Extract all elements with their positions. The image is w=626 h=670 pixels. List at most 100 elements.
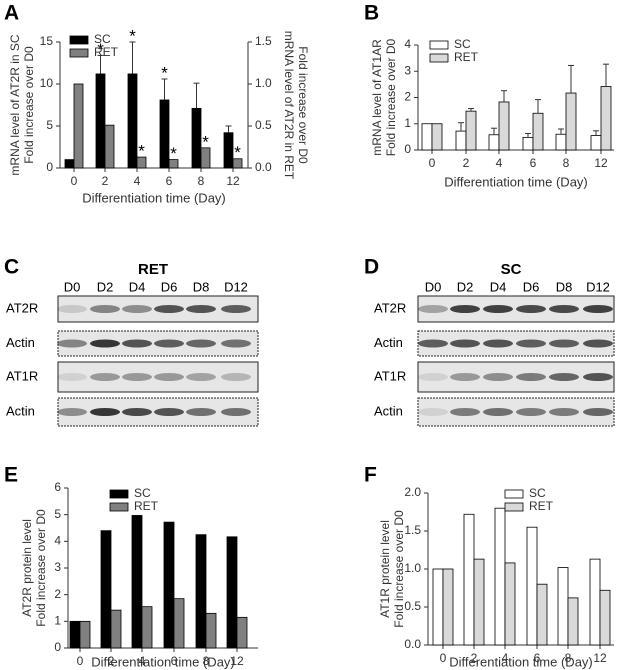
x-tick-label: 0: [440, 651, 447, 665]
legend-label: RET: [134, 499, 159, 513]
x-tick-label: 2: [463, 156, 470, 170]
bar: [522, 136, 534, 151]
bar: [504, 562, 516, 646]
y-axis-label: AT1R protein level: [378, 520, 392, 618]
y-tick-label: 15: [40, 34, 54, 48]
y-tick-label: 1: [404, 116, 411, 130]
y-tick-label: 0.0: [404, 637, 421, 651]
y-tick-label: 1: [54, 614, 61, 628]
blot-band: [549, 305, 579, 313]
x-tick-label: 2: [102, 174, 109, 188]
x-tick-label: 8: [565, 651, 572, 665]
bar: [557, 567, 569, 646]
x-axis-label: Differentiation time (Day): [449, 654, 593, 669]
panel-letter: D: [364, 256, 379, 279]
x-tick-label: 6: [534, 651, 541, 665]
row-label: Actin: [374, 403, 403, 418]
panel-letter: C: [4, 256, 19, 279]
bar: [589, 558, 601, 646]
y-tick-label: 0.5: [404, 599, 421, 613]
y-tick-label: 2: [404, 90, 411, 104]
blot-band: [583, 408, 613, 416]
lane-label: D8: [556, 279, 573, 294]
blot-panel: D SC D0 D2 D4 D6 D8 D12 AT2R Actin AT1R Actin: [364, 256, 615, 427]
x-tick-label: 2: [108, 654, 115, 668]
bar: [95, 73, 106, 169]
x-tick-label: 8: [203, 654, 210, 668]
x-tick-label: 4: [502, 651, 509, 665]
blot-band: [516, 408, 546, 416]
y2-tick-label: 0.5: [255, 118, 272, 132]
bar: [110, 609, 122, 649]
bar: [532, 112, 544, 151]
significance-mark: *: [97, 40, 104, 59]
lane-label: D6: [161, 279, 178, 294]
bar: [159, 99, 170, 169]
bar: [463, 513, 475, 646]
bar: [473, 558, 485, 646]
y-tick-label: 3: [54, 560, 61, 574]
x-axis-label: Differentiation time (Day): [82, 190, 226, 205]
lane-label: D0: [425, 279, 442, 294]
lane-label: D6: [523, 279, 540, 294]
bar: [590, 135, 602, 151]
x-axis-label: Differentiation time (Day): [91, 654, 235, 669]
legend-swatch: [109, 502, 129, 512]
x-tick-label: 4: [139, 654, 146, 668]
blot-band: [549, 408, 579, 416]
bar: [599, 589, 611, 646]
x-axis-label: Differentiation time (Day): [444, 174, 588, 189]
x-tick-label: 4: [496, 156, 503, 170]
bar: [131, 515, 143, 649]
y2-axis-label: mRNA level of AT2R in RET: [282, 31, 296, 180]
significance-mark: *: [202, 132, 209, 151]
bar: [455, 130, 467, 151]
lane-label: D2: [97, 279, 114, 294]
bar: [79, 620, 91, 649]
legend-swatch: [504, 489, 524, 499]
legend-swatch: [109, 489, 129, 499]
blot-band: [418, 305, 448, 313]
lane-label: D8: [193, 279, 210, 294]
bar: [73, 83, 84, 169]
blot-band: [90, 339, 120, 348]
y-tick-label: 5: [54, 507, 61, 521]
legend-label: SC: [454, 37, 471, 51]
blot-band: [483, 373, 513, 381]
panel-letter: F: [364, 464, 377, 487]
blot-title: SC: [501, 261, 522, 278]
row-label: AT1R: [374, 368, 406, 383]
y-axis-label: mRNA level of AT2R in SC: [8, 34, 22, 175]
y2-axis-label: Fold increase over D0: [296, 46, 310, 164]
x-tick-label: 12: [230, 654, 244, 668]
blot-band: [549, 373, 579, 381]
y-tick-label: 3: [404, 63, 411, 77]
bar: [69, 620, 81, 649]
bar: [191, 107, 202, 169]
panel-letter: B: [364, 2, 379, 25]
blot-band: [583, 373, 613, 381]
blot-band: [90, 373, 120, 381]
bar: [600, 86, 612, 151]
bar: [442, 568, 454, 646]
y-axis-label: Fold increase over D0: [22, 46, 36, 164]
y2-tick-label: 1.5: [255, 34, 272, 48]
blot-band: [186, 408, 216, 416]
x-tick-label: 8: [198, 174, 205, 188]
y2-tick-label: 0.0: [255, 160, 272, 174]
blot-band: [516, 373, 546, 381]
y-axis-label: mRNA level of AT1AR: [370, 39, 384, 156]
bar: [141, 606, 153, 649]
x-tick-label: 4: [134, 174, 141, 188]
y-tick-label: 0: [404, 142, 411, 156]
y-axis-label: Fold increase over D0: [34, 509, 48, 627]
blot-band: [516, 339, 546, 348]
blot-band: [90, 408, 120, 416]
y-tick-label: 6: [54, 480, 61, 494]
bar: [465, 110, 477, 151]
y-tick-label: 4: [404, 37, 411, 51]
bar: [104, 124, 115, 169]
panel-letter: A: [4, 2, 19, 25]
bar: [567, 597, 579, 646]
